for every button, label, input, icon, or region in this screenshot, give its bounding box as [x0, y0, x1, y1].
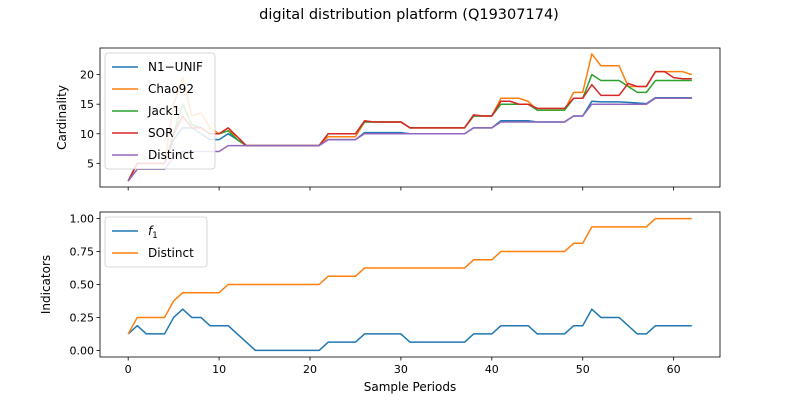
legend-label: Jack1	[147, 104, 180, 118]
series-group	[127, 53, 693, 182]
series-line-f1	[127, 308, 692, 352]
series-line-sor	[127, 70, 692, 182]
series-line-distinct	[127, 217, 692, 335]
legend-label: SOR	[148, 126, 173, 140]
y-tick-label: 20	[80, 69, 94, 82]
x-tick-label: 0	[125, 363, 132, 376]
legend-label: N1−UNIF	[148, 60, 203, 74]
axes-frame	[99, 47, 721, 188]
x-tick-label: 10	[212, 363, 226, 376]
series-group	[127, 217, 692, 352]
y-tick-label: 0.25	[70, 311, 95, 324]
figure-title: digital distribution platform (Q19307174…	[259, 7, 559, 23]
y-tick-label: 10	[80, 128, 94, 141]
series-line-distinct	[127, 97, 692, 182]
y-tick-label: 0.50	[70, 279, 95, 292]
x-tick-label: 30	[394, 363, 408, 376]
y-axis-label: Indicators	[39, 255, 53, 314]
y-axis-label: Cardinality	[55, 85, 69, 150]
x-tick-label: 40	[485, 363, 499, 376]
y-tick-label: 5	[87, 157, 94, 170]
indicators-panel: 0 10 20 30 40 50 60 0.00 0.25 0.50 0.75 1.00 Indicat…	[39, 211, 721, 394]
y-tick-label: 0.00	[70, 344, 95, 357]
x-tick-label: 60	[667, 363, 681, 376]
legend-label: Distinct	[148, 148, 194, 162]
x-tick-label: 20	[303, 363, 317, 376]
x-axis-label: Sample Periods	[364, 380, 456, 394]
legend-frame	[104, 52, 216, 170]
legend-label: Chao92	[148, 82, 194, 96]
x-tick-label: 50	[576, 363, 590, 376]
legend: N1−UNIF Chao92 Jack1 SOR Distinct	[104, 52, 216, 170]
y-tick-label: 1.00	[70, 213, 95, 226]
legend-frame	[104, 216, 208, 268]
legend-label: f1	[148, 224, 158, 241]
legend-label: Distinct	[148, 246, 194, 260]
cardinality-panel: 5 10 15 20 Cardinality N1−UNIF Chao92 Jack1 SOR D…	[55, 47, 721, 191]
y-tick-label: 15	[80, 98, 94, 111]
legend: f1 Distinct	[104, 216, 208, 268]
y-tick-label: 0.75	[70, 246, 95, 259]
